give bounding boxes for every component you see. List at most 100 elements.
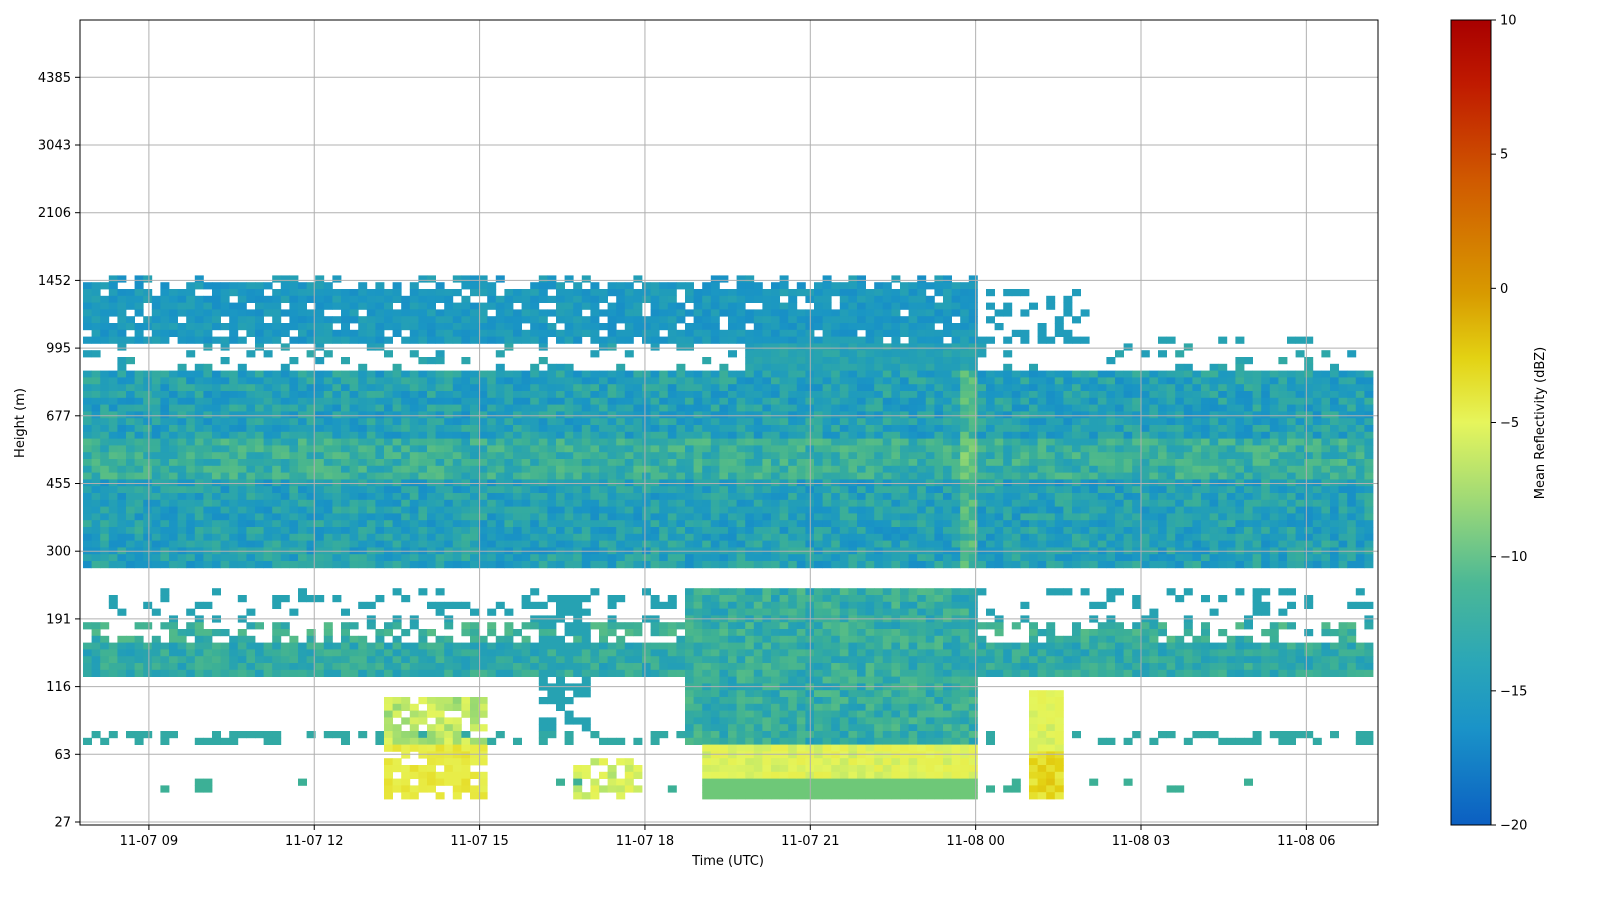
heatmap-cell bbox=[753, 295, 763, 303]
heatmap-cell bbox=[538, 663, 548, 671]
heatmap-cell bbox=[702, 357, 712, 365]
heatmap-cell bbox=[186, 431, 196, 439]
heatmap-cell bbox=[298, 642, 307, 650]
heatmap-cell bbox=[349, 370, 359, 378]
heatmap-cell bbox=[504, 309, 514, 317]
heatmap-cell bbox=[177, 438, 187, 446]
heatmap-cell bbox=[762, 309, 772, 317]
heatmap-cell bbox=[444, 527, 454, 535]
heatmap-cell bbox=[160, 370, 170, 378]
heatmap-cell bbox=[452, 411, 462, 419]
heatmap-cell bbox=[306, 316, 316, 324]
heatmap-cell bbox=[771, 391, 780, 399]
heatmap-cell bbox=[676, 513, 686, 521]
heatmap-cell bbox=[280, 561, 290, 569]
heatmap-cell bbox=[702, 690, 712, 698]
heatmap-cell bbox=[280, 629, 290, 637]
heatmap-cell bbox=[177, 459, 187, 467]
heatmap-cell bbox=[427, 697, 436, 705]
heatmap-cell bbox=[298, 561, 307, 569]
heatmap-cell bbox=[427, 785, 436, 793]
heatmap-cell bbox=[444, 465, 454, 473]
heatmap-cell bbox=[771, 377, 780, 385]
heatmap-cell bbox=[461, 275, 471, 283]
heatmap-cell bbox=[607, 520, 617, 528]
heatmap-cell bbox=[771, 744, 780, 752]
heatmap-cell bbox=[212, 289, 221, 297]
heatmap-cell bbox=[728, 656, 737, 664]
heatmap-cell bbox=[693, 676, 703, 684]
heatmap-cell bbox=[599, 309, 608, 317]
heatmap-cell bbox=[504, 343, 514, 351]
heatmap-cell bbox=[745, 472, 755, 480]
heatmap-cell bbox=[298, 649, 307, 657]
heatmap-cell bbox=[392, 452, 402, 460]
heatmap-cell bbox=[83, 384, 92, 392]
heatmap-cell bbox=[212, 418, 221, 426]
heatmap-cell bbox=[298, 404, 307, 412]
heatmap-cell bbox=[616, 459, 626, 467]
heatmap-cell bbox=[513, 452, 522, 460]
heatmap-cell bbox=[814, 731, 823, 739]
heatmap-cell bbox=[745, 533, 755, 541]
heatmap-cell bbox=[642, 465, 651, 473]
heatmap-cell bbox=[495, 391, 505, 399]
heatmap-cell bbox=[91, 309, 101, 317]
heatmap-cell bbox=[470, 642, 479, 650]
heatmap-cell bbox=[220, 452, 230, 460]
heatmap-cell bbox=[246, 411, 256, 419]
heatmap-cell bbox=[409, 737, 419, 745]
heatmap-cell bbox=[796, 771, 806, 779]
heatmap-cell bbox=[779, 370, 789, 378]
heatmap-cell bbox=[839, 363, 849, 371]
heatmap-cell bbox=[169, 411, 178, 419]
heatmap-cell bbox=[667, 663, 677, 671]
heatmap-cell bbox=[341, 445, 350, 453]
heatmap-cell bbox=[91, 669, 101, 677]
heatmap-cell bbox=[728, 418, 737, 426]
heatmap-cell bbox=[194, 391, 204, 399]
heatmap-cell bbox=[710, 765, 720, 773]
heatmap-cell bbox=[349, 513, 359, 521]
heatmap-cell bbox=[848, 350, 858, 358]
heatmap-cell bbox=[143, 418, 153, 426]
heatmap-cell bbox=[237, 452, 247, 460]
heatmap-cell bbox=[108, 533, 118, 541]
heatmap-cell bbox=[779, 663, 789, 671]
heatmap-cell bbox=[349, 438, 359, 446]
heatmap-cell bbox=[280, 282, 290, 290]
heatmap-cell bbox=[710, 744, 720, 752]
heatmap-cell bbox=[444, 703, 454, 711]
heatmap-cell bbox=[504, 486, 514, 494]
heatmap-cell bbox=[100, 397, 110, 405]
heatmap-cell bbox=[478, 377, 488, 385]
heatmap-cell bbox=[745, 445, 755, 453]
heatmap-cell bbox=[203, 431, 213, 439]
heatmap-cell bbox=[366, 554, 376, 562]
heatmap-cell bbox=[865, 486, 875, 494]
heatmap-cell bbox=[186, 554, 196, 562]
heatmap-cell bbox=[814, 669, 823, 677]
heatmap-cell bbox=[461, 323, 471, 331]
heatmap-cell bbox=[857, 465, 866, 473]
heatmap-cell bbox=[556, 472, 565, 480]
heatmap-cell bbox=[134, 513, 144, 521]
heatmap-cell bbox=[814, 295, 823, 303]
heatmap-cell bbox=[323, 391, 333, 399]
heatmap-cell bbox=[237, 513, 247, 521]
heatmap-cell bbox=[126, 465, 135, 473]
heatmap-cell bbox=[538, 411, 548, 419]
heatmap-cell bbox=[375, 649, 385, 657]
heatmap-cell bbox=[83, 622, 92, 630]
heatmap-cell bbox=[822, 608, 832, 616]
heatmap-cell bbox=[547, 520, 557, 528]
heatmap-cell bbox=[771, 608, 780, 616]
heatmap-cell bbox=[392, 459, 402, 467]
heatmap-cell bbox=[719, 785, 729, 793]
heatmap-cell bbox=[366, 418, 376, 426]
heatmap-cell bbox=[418, 316, 428, 324]
heatmap-cell bbox=[839, 425, 849, 433]
heatmap-cell bbox=[323, 323, 333, 331]
heatmap-cell bbox=[822, 384, 832, 392]
heatmap-cell bbox=[220, 561, 230, 569]
